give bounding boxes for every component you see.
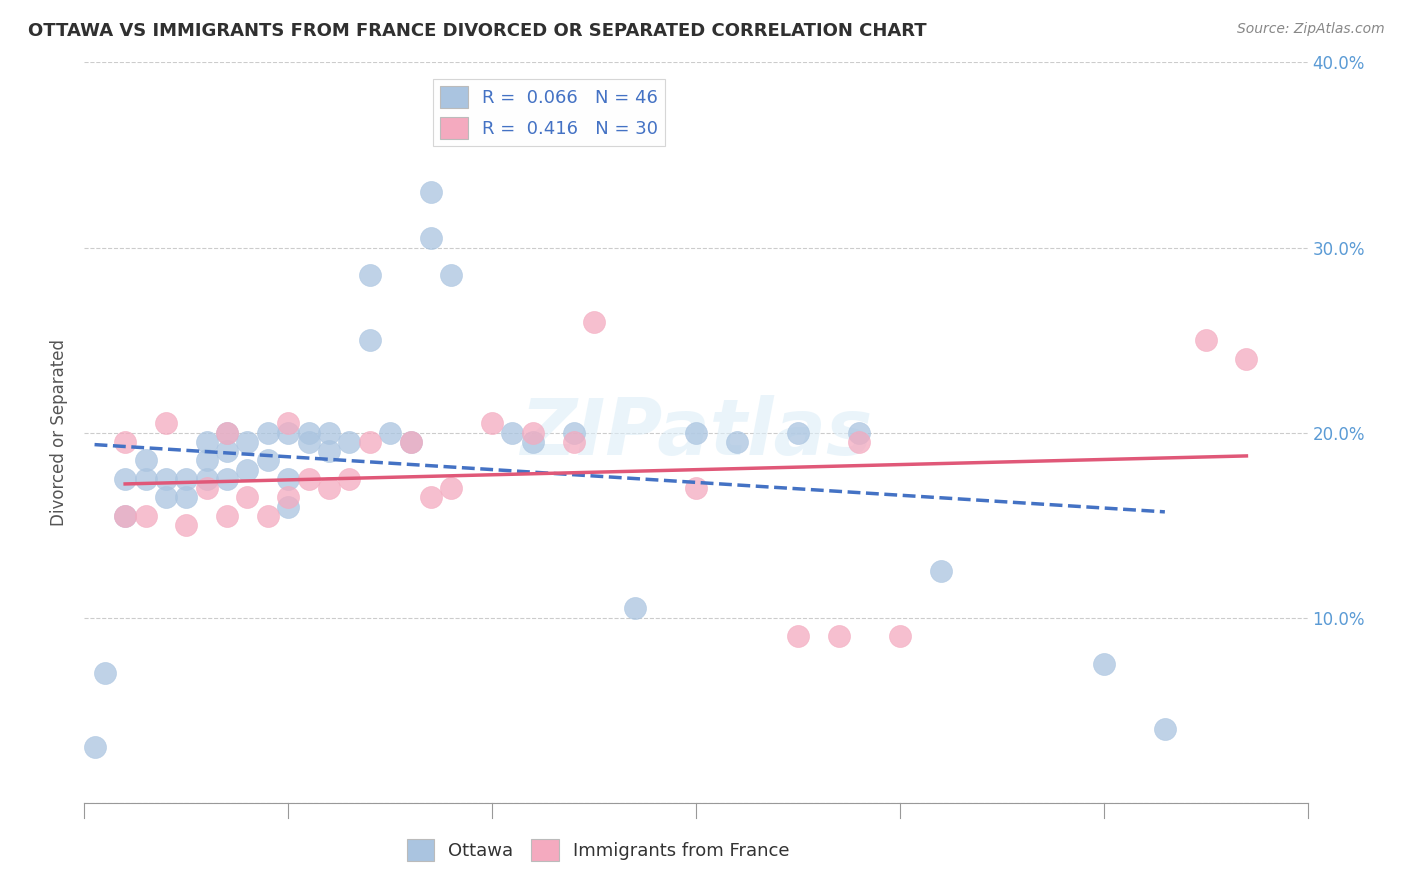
Point <box>318 481 340 495</box>
Point <box>174 518 197 533</box>
Point <box>828 629 851 643</box>
Point <box>217 508 239 523</box>
Point <box>277 472 299 486</box>
Point <box>217 425 239 440</box>
Point <box>399 434 422 449</box>
Point <box>236 491 259 505</box>
Point <box>848 434 870 449</box>
Point <box>624 601 647 615</box>
Point <box>83 740 105 755</box>
Point <box>114 508 136 523</box>
Point <box>440 481 463 495</box>
Text: OTTAWA VS IMMIGRANTS FROM FRANCE DIVORCED OR SEPARATED CORRELATION CHART: OTTAWA VS IMMIGRANTS FROM FRANCE DIVORCE… <box>28 22 927 40</box>
Point <box>277 491 299 505</box>
Text: ZIPatlas: ZIPatlas <box>520 394 872 471</box>
Point <box>277 500 299 514</box>
Point <box>359 434 381 449</box>
Point <box>787 629 810 643</box>
Point <box>562 434 585 449</box>
Point <box>195 434 218 449</box>
Point <box>929 565 952 579</box>
Point <box>174 491 197 505</box>
Point <box>236 434 259 449</box>
Point <box>318 425 340 440</box>
Point <box>195 472 218 486</box>
Point <box>217 472 239 486</box>
Point <box>298 434 321 449</box>
Point <box>1092 657 1115 671</box>
Point <box>298 425 321 440</box>
Point <box>562 425 585 440</box>
Point <box>339 434 361 449</box>
Point <box>725 434 748 449</box>
Point <box>522 434 544 449</box>
Point <box>236 462 259 476</box>
Point <box>318 444 340 458</box>
Point <box>217 425 239 440</box>
Text: Source: ZipAtlas.com: Source: ZipAtlas.com <box>1237 22 1385 37</box>
Point <box>380 425 402 440</box>
Point <box>848 425 870 440</box>
Point <box>93 666 115 681</box>
Point <box>155 472 177 486</box>
Point <box>114 472 136 486</box>
Point <box>583 314 606 328</box>
Point <box>522 425 544 440</box>
Point <box>339 472 361 486</box>
Point <box>135 508 157 523</box>
Point <box>1236 351 1258 366</box>
Point <box>277 417 299 431</box>
Point <box>257 425 280 440</box>
Point <box>298 472 321 486</box>
Point <box>481 417 503 431</box>
Point <box>420 491 443 505</box>
Point <box>114 508 136 523</box>
Point <box>195 481 218 495</box>
Point <box>195 453 218 467</box>
Point <box>420 231 443 245</box>
Point <box>277 425 299 440</box>
Point <box>257 453 280 467</box>
Point <box>420 185 443 199</box>
Point <box>685 425 707 440</box>
Point <box>217 444 239 458</box>
Point <box>135 472 157 486</box>
Point <box>155 491 177 505</box>
Point <box>135 453 157 467</box>
Point <box>359 268 381 283</box>
Point <box>889 629 911 643</box>
Point <box>787 425 810 440</box>
Point <box>174 472 197 486</box>
Point <box>155 417 177 431</box>
Point <box>359 333 381 347</box>
Point <box>114 434 136 449</box>
Point <box>257 508 280 523</box>
Point <box>440 268 463 283</box>
Y-axis label: Divorced or Separated: Divorced or Separated <box>51 339 69 526</box>
Point <box>502 425 524 440</box>
Point <box>1195 333 1218 347</box>
Point <box>399 434 422 449</box>
Point <box>685 481 707 495</box>
Legend: Ottawa, Immigrants from France: Ottawa, Immigrants from France <box>399 831 797 868</box>
Point <box>1154 722 1177 736</box>
